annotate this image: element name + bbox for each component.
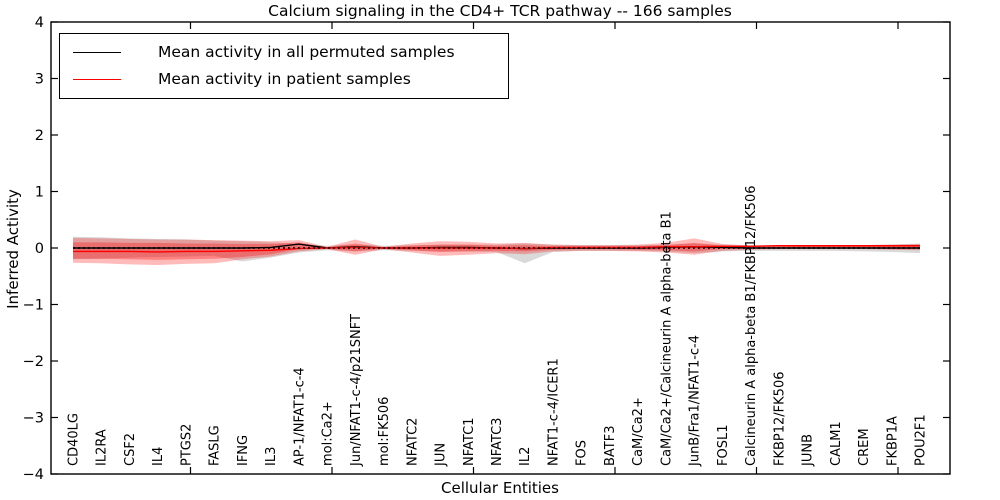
x-tick-label: IL4 <box>151 447 166 466</box>
x-tick-label: mol:FK506 <box>377 397 392 466</box>
y-tick-label: −4 <box>23 467 44 483</box>
legend-label-patient: Mean activity in patient samples <box>158 69 411 88</box>
x-tick-label: CSF2 <box>123 433 138 466</box>
line-solid-ff0000 <box>73 245 920 253</box>
x-tick-label: NFATC1 <box>462 418 477 466</box>
x-tick-label: CREM <box>857 428 872 466</box>
y-tick-label: 1 <box>35 185 44 201</box>
x-tick-label: Calcineurin A alpha-beta B1/FKBP12/FK506 <box>744 186 759 466</box>
x-tick-label: Jun/NFAT1-c-4/p21SNFT <box>349 314 364 467</box>
x-tick-label: NFATC3 <box>490 418 505 466</box>
x-tick-label: FASLG <box>208 425 223 466</box>
legend-entry-permuted: Mean activity in all permuted samples <box>60 43 508 61</box>
x-tick-label: FOS <box>575 440 590 466</box>
x-tick-label: JUN <box>434 443 449 467</box>
legend: Mean activity in all permuted samples Me… <box>59 33 509 99</box>
y-tick-label: 4 <box>35 15 44 31</box>
band-patient-outer <box>73 237 920 265</box>
band-permuted-std <box>73 236 920 264</box>
x-tick-label: CD40LG <box>67 413 82 466</box>
black-line-icon <box>73 52 121 54</box>
x-tick-label: AP-1/NFAT1-c-4 <box>292 367 307 466</box>
x-tick-label: FKBP12/FK506 <box>772 372 787 467</box>
legend-entry-patient: Mean activity in patient samples <box>60 69 508 88</box>
x-tick-label: IL2RA <box>95 429 110 466</box>
x-tick-label: CALM1 <box>829 421 844 466</box>
chart-title: Calcium signaling in the CD4+ TCR pathwa… <box>268 2 732 20</box>
x-tick-label: JunB/Fra1/NFAT1-c-4 <box>688 335 703 467</box>
x-tick-label: BATF3 <box>603 426 618 467</box>
legend-label-permuted: Mean activity in all permuted samples <box>158 43 455 61</box>
y-tick-label: −1 <box>23 298 44 314</box>
y-tick-label: 2 <box>35 128 44 144</box>
y-tick-label: 3 <box>35 72 44 88</box>
y-tick-label: −3 <box>23 411 44 427</box>
x-tick-label: FKBP1A <box>885 416 900 466</box>
x-tick-label: IL2 <box>518 447 533 466</box>
x-tick-label: IL3 <box>264 447 279 466</box>
x-tick-label: CaM/Ca2+/Calcineurin A alpha-beta B1 <box>659 211 674 466</box>
x-tick-label: IFNG <box>236 435 251 466</box>
x-tick-label: FOSL1 <box>716 425 731 466</box>
x-tick-label: CaM/Ca2+ <box>631 397 646 466</box>
red-line-icon <box>73 78 121 80</box>
x-tick-label: PTGS2 <box>179 424 194 466</box>
y-tick-label: −2 <box>23 354 44 370</box>
x-tick-label: mol:Ca2+ <box>321 401 336 466</box>
x-axis-label: Cellular Entities <box>441 479 559 497</box>
x-tick-label: JUNB <box>801 434 816 467</box>
x-tick-label: POU2F1 <box>913 414 928 466</box>
y-tick-label: 0 <box>35 241 44 257</box>
x-tick-label: NFAT1-c-4/ICER1 <box>546 358 561 466</box>
x-tick-label: NFATC2 <box>405 418 420 466</box>
y-axis-label: Inferred Activity <box>4 189 22 309</box>
